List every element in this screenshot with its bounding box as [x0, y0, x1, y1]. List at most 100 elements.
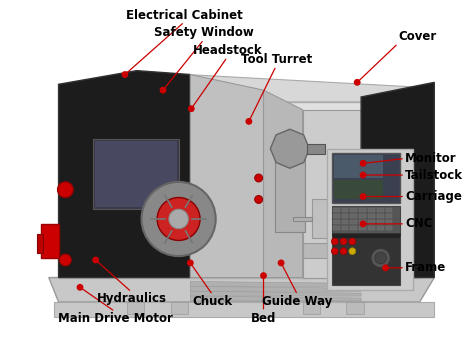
- Polygon shape: [191, 291, 361, 296]
- Circle shape: [157, 197, 200, 240]
- Circle shape: [340, 248, 347, 255]
- Circle shape: [360, 193, 366, 200]
- Bar: [95, 141, 177, 207]
- Bar: [342, 214, 348, 218]
- Text: Main Drive Motor: Main Drive Motor: [58, 312, 173, 325]
- Bar: [377, 214, 383, 218]
- Circle shape: [255, 196, 263, 203]
- Bar: [333, 226, 340, 230]
- Circle shape: [121, 71, 128, 78]
- Text: Chuck: Chuck: [193, 295, 233, 308]
- Text: Tool Turret: Tool Turret: [241, 53, 312, 66]
- Circle shape: [92, 257, 99, 263]
- Circle shape: [57, 182, 73, 197]
- Bar: [377, 220, 383, 224]
- Text: Carriage: Carriage: [405, 190, 462, 203]
- Bar: [350, 208, 357, 212]
- Polygon shape: [302, 244, 361, 258]
- Polygon shape: [191, 75, 264, 278]
- Bar: [350, 220, 357, 224]
- Bar: [334, 180, 383, 200]
- Bar: [334, 154, 383, 178]
- Bar: [377, 226, 383, 230]
- Circle shape: [349, 248, 356, 255]
- Circle shape: [382, 264, 389, 271]
- Polygon shape: [41, 224, 59, 258]
- Polygon shape: [191, 296, 361, 301]
- Bar: [333, 214, 340, 218]
- Polygon shape: [361, 82, 434, 278]
- Polygon shape: [270, 129, 310, 168]
- Bar: [37, 234, 43, 253]
- Bar: [127, 302, 145, 314]
- Circle shape: [354, 79, 361, 86]
- Bar: [385, 220, 392, 224]
- Polygon shape: [312, 200, 356, 239]
- Polygon shape: [264, 90, 302, 278]
- Text: Monitor: Monitor: [405, 152, 456, 165]
- Polygon shape: [191, 286, 361, 291]
- Bar: [359, 226, 366, 230]
- Bar: [346, 302, 364, 314]
- Circle shape: [160, 87, 166, 94]
- Circle shape: [360, 172, 366, 179]
- Polygon shape: [54, 302, 434, 317]
- Bar: [93, 139, 179, 209]
- Bar: [359, 220, 366, 224]
- Bar: [275, 139, 304, 232]
- Bar: [342, 208, 348, 212]
- Bar: [332, 153, 400, 203]
- Text: Tailstock: Tailstock: [405, 169, 463, 181]
- Bar: [350, 226, 357, 230]
- Text: Hydraulics: Hydraulics: [97, 292, 167, 305]
- Bar: [333, 208, 340, 212]
- Bar: [332, 206, 400, 236]
- Circle shape: [246, 118, 252, 125]
- Circle shape: [331, 238, 338, 245]
- Text: Headstock: Headstock: [192, 44, 262, 57]
- Bar: [342, 220, 348, 224]
- Circle shape: [375, 252, 386, 264]
- Circle shape: [340, 238, 347, 245]
- Polygon shape: [59, 72, 419, 102]
- Text: Guide Way: Guide Way: [263, 295, 333, 308]
- Circle shape: [77, 284, 83, 291]
- Text: Bed: Bed: [251, 312, 276, 325]
- Polygon shape: [49, 278, 434, 302]
- Circle shape: [278, 260, 284, 266]
- Circle shape: [169, 209, 188, 229]
- Text: CNC: CNC: [405, 217, 433, 230]
- Circle shape: [360, 220, 366, 227]
- Polygon shape: [59, 72, 151, 102]
- Bar: [333, 220, 340, 224]
- Circle shape: [349, 238, 356, 245]
- Circle shape: [360, 160, 366, 167]
- Bar: [359, 208, 366, 212]
- Circle shape: [371, 248, 391, 268]
- Bar: [368, 220, 375, 224]
- Bar: [308, 144, 325, 154]
- Bar: [385, 208, 392, 212]
- Bar: [332, 239, 400, 285]
- Bar: [332, 233, 400, 237]
- Bar: [368, 208, 375, 212]
- Text: Electrical Cabinet: Electrical Cabinet: [126, 9, 243, 22]
- Circle shape: [331, 248, 338, 255]
- Text: Safety Window: Safety Window: [154, 26, 254, 39]
- Bar: [302, 302, 320, 314]
- Bar: [359, 214, 366, 218]
- Polygon shape: [59, 71, 191, 278]
- Bar: [377, 208, 383, 212]
- Circle shape: [260, 272, 267, 279]
- Bar: [368, 214, 375, 218]
- Polygon shape: [191, 282, 361, 286]
- Bar: [171, 302, 188, 314]
- Text: Cover: Cover: [398, 30, 437, 43]
- Bar: [350, 214, 357, 218]
- Bar: [385, 226, 392, 230]
- Bar: [368, 226, 375, 230]
- Circle shape: [188, 105, 195, 112]
- Polygon shape: [302, 110, 361, 278]
- Circle shape: [187, 260, 194, 266]
- Bar: [327, 149, 413, 290]
